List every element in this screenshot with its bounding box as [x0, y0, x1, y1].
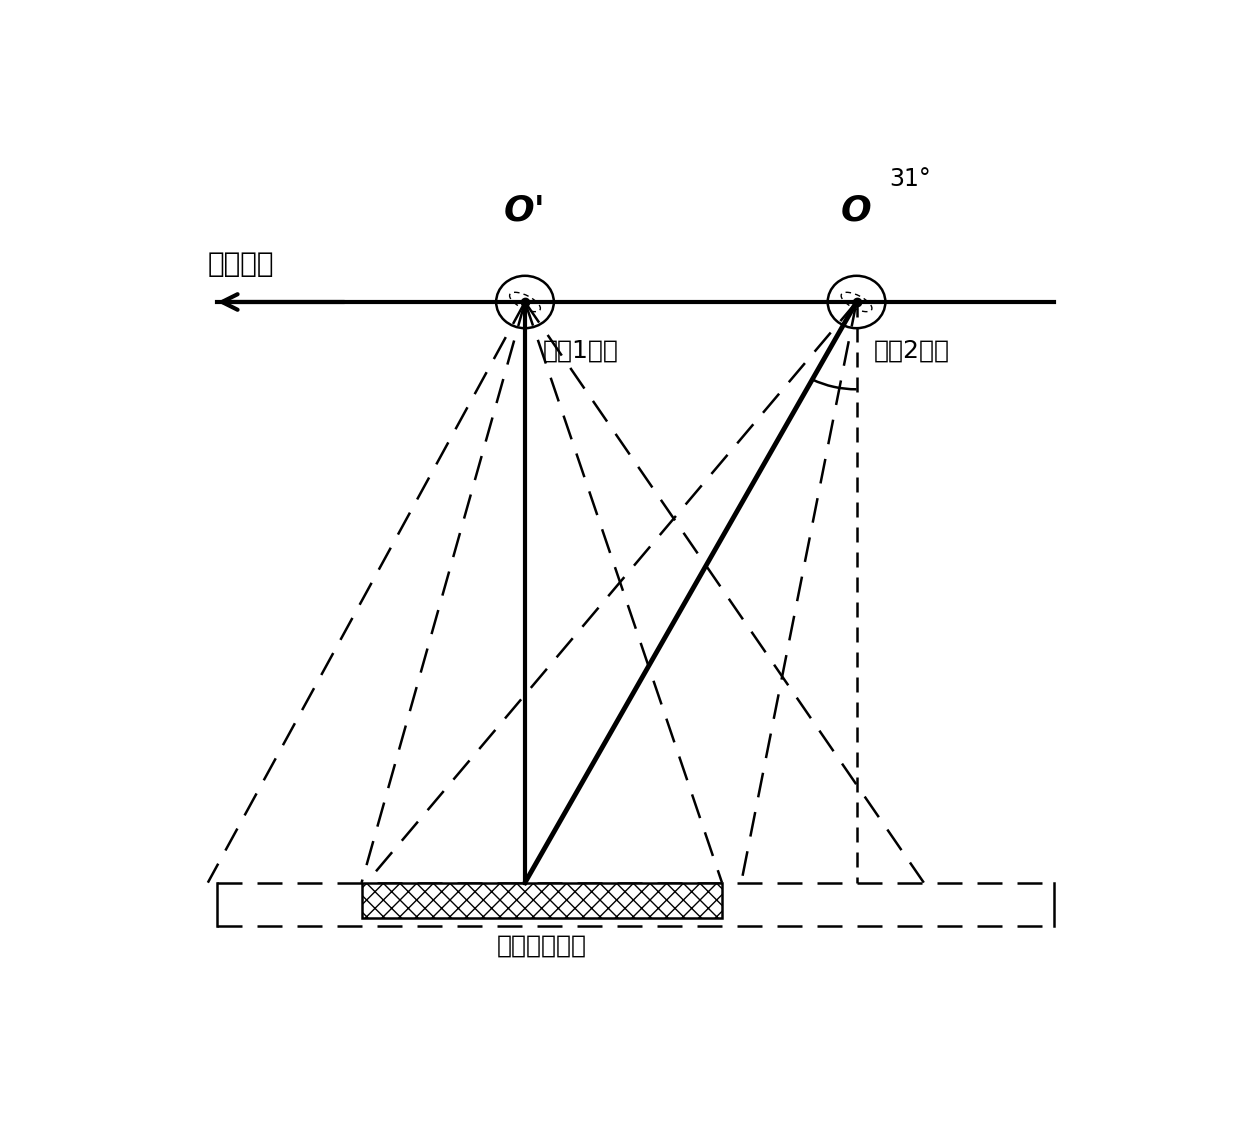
Text: 31°: 31° — [889, 167, 931, 191]
Text: 立体成像区域: 立体成像区域 — [497, 933, 587, 957]
Text: 相机2拍摄: 相机2拍摄 — [874, 339, 950, 363]
Text: 飞行方向: 飞行方向 — [208, 249, 274, 278]
Text: O: O — [841, 194, 872, 228]
Text: 相机1拍摄: 相机1拍摄 — [542, 339, 619, 363]
Bar — [362, 882, 722, 917]
Text: O': O' — [505, 194, 546, 228]
